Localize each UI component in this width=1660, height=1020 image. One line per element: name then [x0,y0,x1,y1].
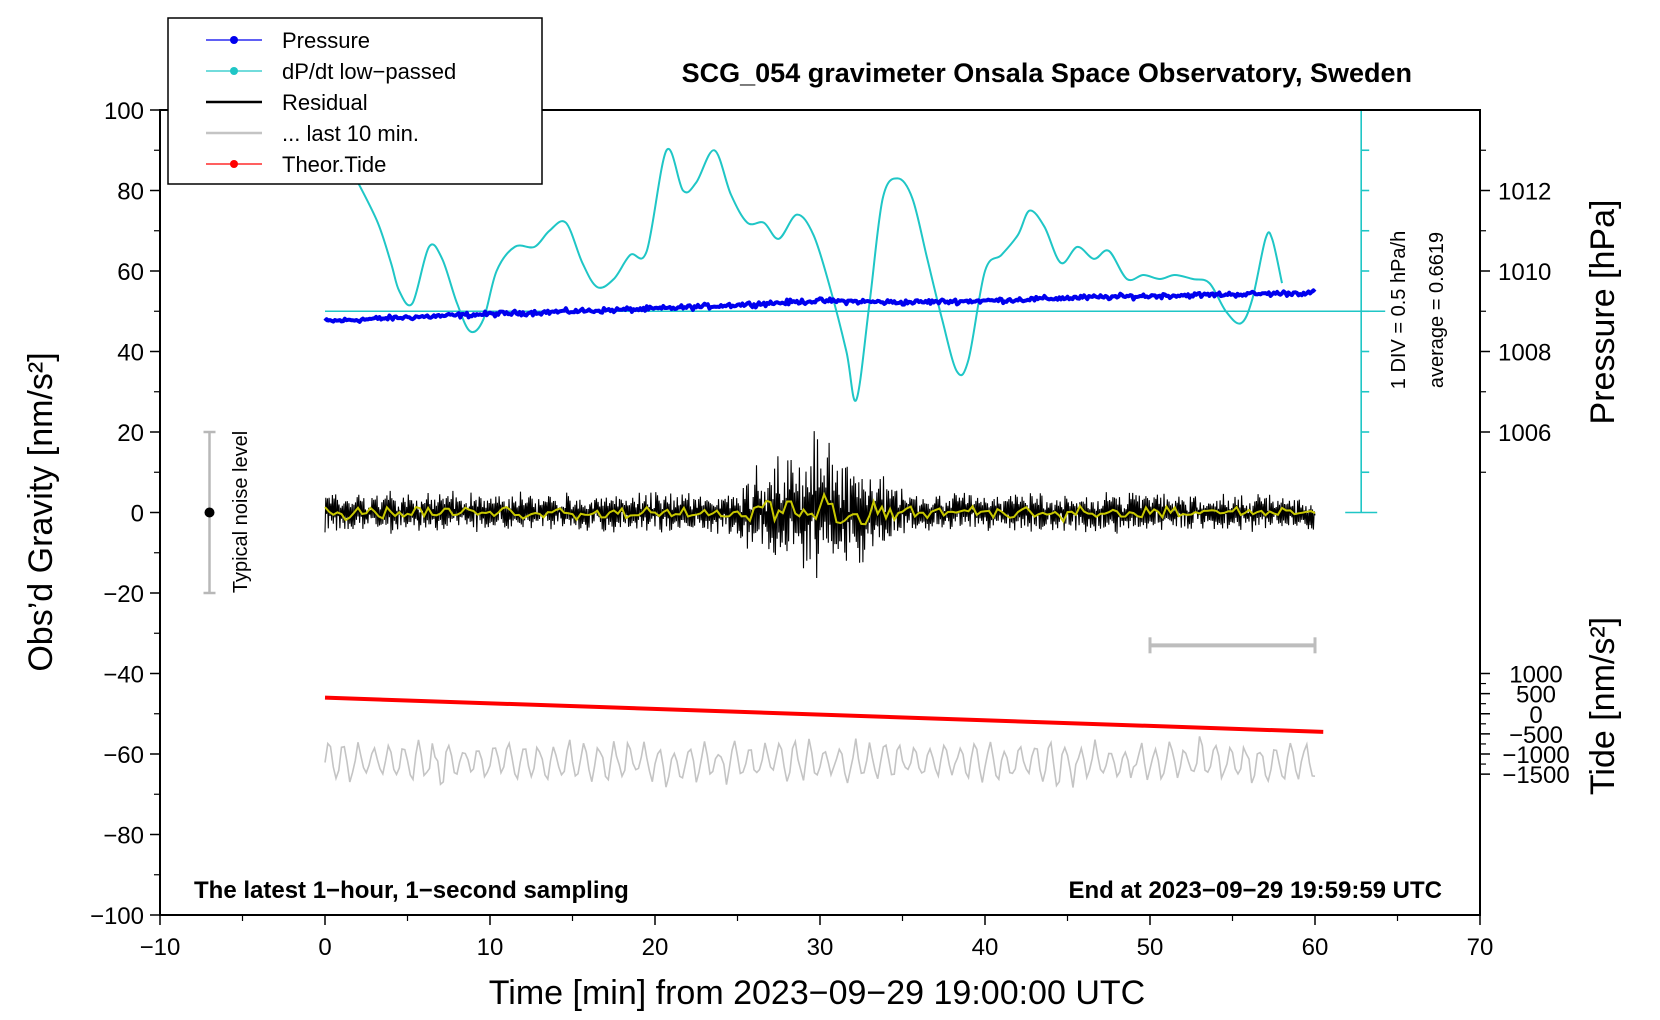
pressure-tick-label: 1010 [1498,259,1551,286]
x-tick-label: 20 [642,934,669,961]
tide-axis-label: Tide [nm/s²] [1584,617,1622,795]
left-tick-label: 40 [117,340,144,367]
residual-series [324,431,1316,579]
dpdt-scale-label: 1 DIV = 0.5 hPa/h [1388,231,1410,389]
legend-label: ... last 10 min. [282,121,419,146]
pressure-axis-label: Pressure [hPa] [1584,200,1622,425]
annotation-bars [203,430,1317,654]
noise-bar-dot [204,507,215,518]
pressure-tick-label: 1012 [1498,179,1551,206]
dpdt-series [357,147,1283,402]
x-tick-label: 10 [477,934,504,961]
residual-smoothed-line [324,491,1316,526]
tide-tick-label: −1500 [1502,762,1569,789]
x-tick-label: 50 [1137,934,1164,961]
tide-tick-label: 0 [1529,702,1542,729]
tide-tick-label: 500 [1516,682,1556,709]
tide-tick-label: −1000 [1502,742,1569,769]
x-tick-label: 70 [1467,934,1494,961]
legend-marker [230,36,238,44]
tide-series [324,695,1324,734]
residual-line [324,431,1316,579]
dpdt-average-label: average = 0.6619 [1426,232,1448,388]
tide-line [324,695,1324,734]
sampling-note: The latest 1−hour, 1−second sampling [194,877,629,904]
legend: Pressure dP/dt low−passed Residual ... last… [167,17,543,185]
left-tick-label: −20 [103,581,144,608]
left-tick-label: 100 [104,98,144,125]
last10-line [324,736,1316,788]
left-axis-label: Obs’d Gravity [nm/s²] [22,352,60,671]
legend-label: Residual [282,90,368,115]
legend-marker [230,67,238,75]
x-axis-ticks: −10 0 10 20 30 40 50 60 70 [140,915,1494,961]
x-tick-label: 40 [972,934,999,961]
left-tick-label: −60 [103,742,144,769]
pressure-tick-label: 1006 [1498,420,1551,447]
dpdt-line [357,147,1283,402]
pressure-series [323,288,1317,324]
pressure-axis-ticks: 1006 1008 1010 1012 [1480,149,1551,473]
last10-series [324,736,1316,788]
x-tick-label: 0 [318,934,331,961]
left-tick-label: −100 [90,903,144,930]
x-tick-label: 30 [807,934,834,961]
left-tick-label: −40 [103,662,144,689]
legend-marker [230,160,238,168]
noise-level-label: Typical noise level [230,431,252,593]
legend-label: Theor.Tide [282,152,386,177]
tide-tick-label: −500 [1509,722,1563,749]
pressure-tick-label: 1008 [1498,340,1551,367]
x-tick-label: −10 [140,934,181,961]
end-time-note: End at 2023−09−29 19:59:59 UTC [1068,877,1442,904]
left-tick-label: −80 [103,823,144,850]
chart-title: SCG_054 gravimeter Onsala Space Observat… [682,58,1412,88]
left-tick-label: 80 [117,179,144,206]
left-tick-label: 60 [117,259,144,286]
legend-label: Pressure [282,28,370,53]
left-axis-ticks: −100 −80 −60 −40 −20 0 20 40 60 80 100 [90,98,160,930]
legend-label: dP/dt low−passed [282,59,456,84]
left-tick-label: 0 [131,501,144,528]
left-tick-label: 20 [117,420,144,447]
x-tick-label: 60 [1302,934,1329,961]
pressure-line [323,288,1317,324]
tide-tick-label: 1000 [1509,662,1562,689]
x-axis-label: Time [min] from 2023−09−29 19:00:00 UTC [489,974,1145,1012]
